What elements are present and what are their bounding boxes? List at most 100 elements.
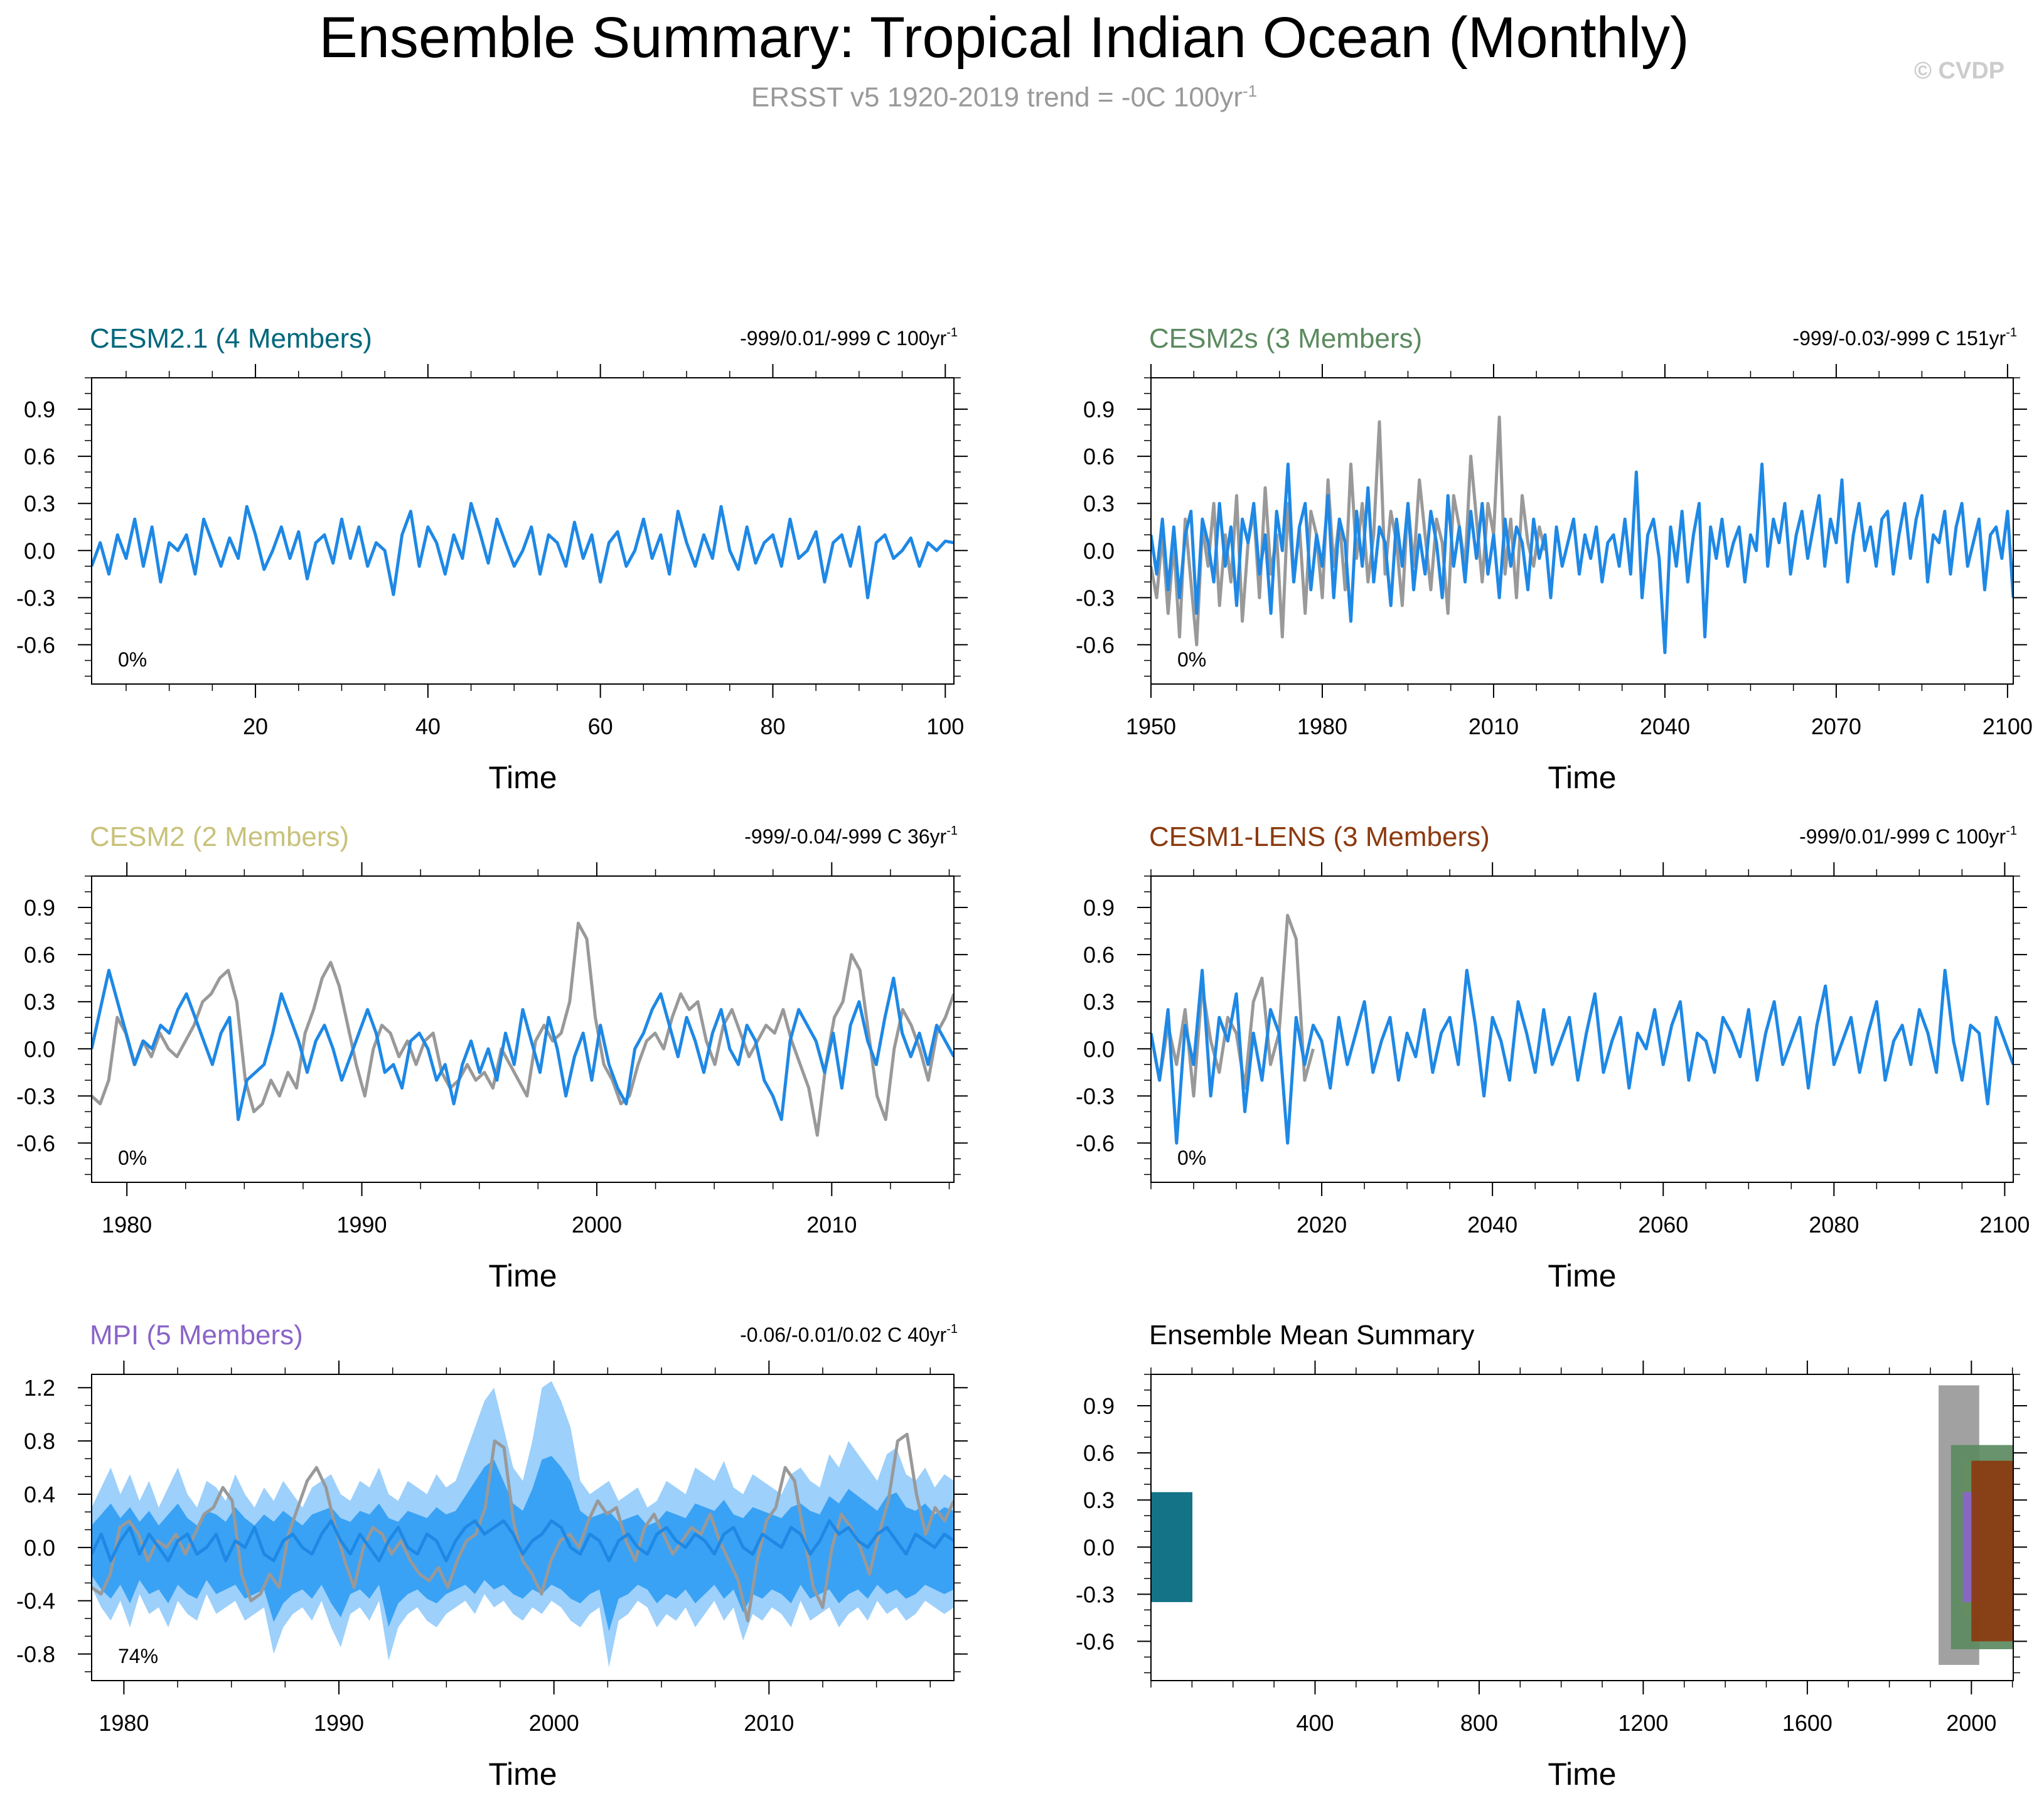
y-tick-label: -0.3 [16,1083,55,1109]
y-tick-label: -0.4 [16,1588,55,1614]
x-axis-title: Time [1548,1258,1616,1293]
trend-label: -999/0.01/-999 C 100yr-1 [740,326,958,350]
y-tick-label: 0.9 [1083,397,1115,422]
x-axis-title: Time [488,1757,557,1792]
panel-title: CESM2s (3 Members) [1149,323,1422,354]
plot-area [1151,914,2013,1145]
series-line-obs [92,921,954,1137]
x-tick-label: 2000 [529,1710,579,1736]
chart-cesm2s: -0.6 -0.3 0.0 0.3 0.6 0.9 1950 1980 2010 2040 2070… [1076,323,2033,795]
y-tick-label: 0.9 [1083,1393,1115,1419]
plot-frame [91,1374,955,1681]
series-line-mean [92,501,954,599]
percent-label: 0% [1177,1147,1206,1169]
series-line-mean [1151,463,2013,655]
chart-cesm2: -0.6 -0.3 0.0 0.3 0.6 0.9 1980 1990 2000 2010 Time… [16,821,968,1293]
y-tick-label: 0.6 [24,444,55,469]
panel-title: CESM2 (2 Members) [90,821,349,852]
series-line-mean [92,968,954,1121]
x-tick-label: 1200 [1618,1710,1668,1736]
trend-label-superscript: -1 [2006,824,2017,838]
trend-label-text: -0.06/-0.01/0.02 C 40yr [740,1324,946,1346]
x-tick-label: 20 [243,714,268,739]
main-title: Ensemble Summary: Tropical Indian Ocean … [319,6,1689,70]
y-tick-label: -0.6 [1076,632,1115,658]
trend-label-text: -999/0.01/-999 C 100yr [740,327,946,350]
panel-title: CESM2.1 (4 Members) [90,323,372,354]
y-tick-label: 0.3 [1083,491,1115,516]
y-tick-label: -0.3 [16,585,55,611]
y-tick-label: 0.0 [1083,1534,1115,1560]
chart-summary: -0.6 -0.3 0.0 0.3 0.6 0.9 400 800 1200 1600 2000 Ti… [1076,1320,2027,1792]
y-tick-label: 0.9 [24,397,55,422]
plot-area [92,1381,954,1667]
x-tick-label: 2000 [572,1212,622,1238]
copyright-label: © CVDP [1914,58,2005,84]
y-tick-label: -0.6 [16,1130,55,1156]
y-tick-label: -0.6 [16,632,55,658]
trend-label-superscript: -1 [946,824,958,838]
y-tick-label: -0.3 [1076,585,1115,611]
x-tick-label: 800 [1460,1710,1498,1736]
trend-label-superscript: -1 [946,1322,958,1336]
x-tick-label: 2100 [1979,1212,2030,1238]
x-tick-label: 80 [760,714,785,739]
x-tick-label: 2040 [1467,1212,1517,1238]
x-axis-title: Time [488,760,557,795]
x-axis-title: Time [1548,760,1616,795]
percent-label: 0% [118,1147,147,1169]
x-axis-title: Time [1548,1757,1616,1792]
x-tick-label: 2020 [1297,1212,1347,1238]
trend-label: -0.06/-0.01/0.02 C 40yr-1 [740,1322,958,1346]
series-block-cesm2-1 [1151,1492,1193,1602]
x-tick-label: 1990 [314,1710,364,1736]
y-tick-label: 0.6 [1083,444,1115,469]
plot-area [1151,1385,2013,1665]
x-tick-label: 1980 [99,1710,149,1736]
x-tick-label: 1980 [1297,714,1347,739]
chart-cesm1lens: -0.6 -0.3 0.0 0.3 0.6 0.9 2020 2040 2060 2080 2100… [1076,821,2030,1293]
y-tick-label: 0.4 [24,1482,55,1507]
x-tick-label: 1600 [1782,1710,1833,1736]
y-tick-label: 0.8 [24,1428,55,1454]
x-tick-label: 1990 [336,1212,387,1238]
plot-frame [1150,377,2014,685]
y-tick-label: 0.6 [1083,942,1115,968]
trend-label-text: -999/-0.04/-999 C 36yr [744,825,946,848]
percent-label: 74% [118,1645,158,1667]
trend-label: -999/-0.04/-999 C 36yr-1 [744,824,958,848]
trend-label-superscript: -1 [2006,326,2017,340]
plot-frame [1150,1374,2014,1681]
y-tick-label: 0.0 [1083,538,1115,564]
x-tick-label: 2100 [1982,714,2033,739]
x-axis-title: Time [488,1258,557,1293]
plot-frame [91,377,955,685]
series-line-obs [92,1433,954,1622]
plot-frame [91,875,955,1183]
panel-title: Ensemble Mean Summary [1149,1320,1474,1351]
y-tick-label: 0.9 [1083,895,1115,921]
main-subtitle: ERSST v5 1920-2019 trend = -0C 100yr-1 [0,82,2008,114]
percent-label: 0% [1177,648,1206,671]
y-tick-label: 0.6 [24,942,55,968]
trend-label-text: -999/-0.03/-999 C 151yr [1792,327,2006,350]
chart-mpi: -0.8 -0.4 0.0 0.4 0.8 1.2 1980 1990 2000 2010 Time… [16,1320,968,1792]
percent-label: 0% [118,648,147,671]
trend-label: -999/0.01/-999 C 100yr-1 [1799,824,2017,848]
x-tick-label: 60 [588,714,613,739]
series-line-mean [92,1519,954,1563]
y-tick-label: 0.3 [24,491,55,516]
y-tick-label: 0.6 [1083,1440,1115,1466]
x-tick-label: 2060 [1638,1212,1688,1238]
plot-area [1151,415,2013,655]
series-block-cesm1-lens [1971,1460,2013,1642]
y-tick-label: 0.0 [24,1036,55,1062]
x-tick-label: 2010 [1469,714,1519,739]
x-tick-label: 2040 [1640,714,1690,739]
plot-area [92,501,954,599]
subtitle-superscript: -1 [1242,82,1258,100]
y-tick-label: -0.3 [1076,1581,1115,1607]
chart-cesm21: -0.6 -0.3 0.0 0.3 0.6 0.9 20 40 60 80 100 Time CESM2… [16,323,968,795]
y-tick-label: 0.3 [24,989,55,1015]
